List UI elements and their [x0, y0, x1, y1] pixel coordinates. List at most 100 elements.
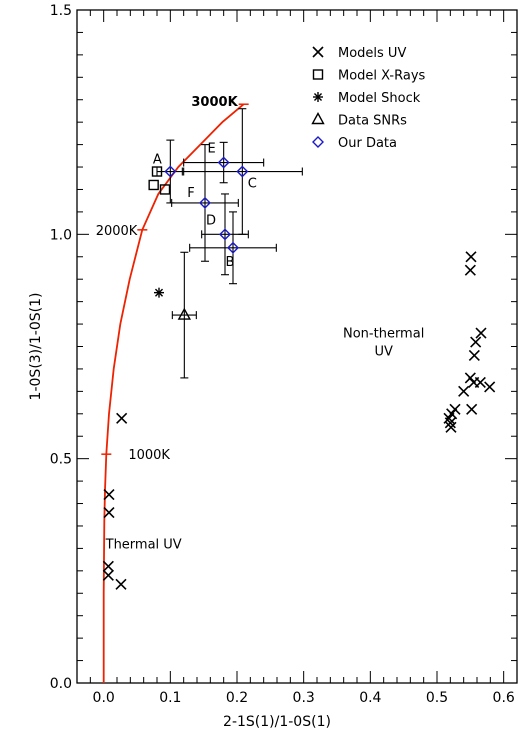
data-series: A E C FD B: [102, 108, 496, 590]
x-marker: [475, 327, 487, 339]
series-our-data: A E C FD B: [153, 108, 303, 285]
series-models-uv: [102, 251, 496, 590]
x-stroke: [470, 336, 482, 348]
triangle-marker: [311, 112, 325, 125]
point-label: E: [208, 142, 216, 157]
x-marker: [115, 578, 127, 590]
temperature-label: 1000K: [128, 448, 170, 463]
diamond-marker: [164, 165, 177, 178]
square-marker: [312, 69, 324, 80]
asterisk-marker: [313, 92, 323, 102]
x-marker: [312, 46, 324, 58]
x-stroke: [445, 421, 457, 433]
thermal-curve-line: [102, 103, 245, 683]
x-marker: [458, 385, 470, 397]
x-tick-label: 0.4: [359, 690, 381, 706]
temperature-label: 3000K: [191, 95, 238, 110]
x-marker: [474, 376, 486, 388]
series-data-snrs: [171, 251, 197, 379]
x-stroke: [458, 385, 470, 397]
x-stroke: [443, 412, 455, 424]
x-stroke: [444, 417, 456, 429]
x-stroke: [474, 376, 486, 388]
temperature-label: 2000K: [96, 224, 138, 239]
x-tick-label: 0.2: [226, 690, 248, 706]
legend-label: Model X-Rays: [338, 69, 426, 84]
thermal-curve: 1000K 2000K 3000K: [96, 95, 249, 683]
point-label: D: [206, 213, 216, 228]
x-marker: [464, 264, 476, 276]
x-stroke: [468, 349, 480, 362]
axes: 0.0 0.1 0.2 0.3 0.4 0.5 0.6 0.0 0.5 1.0 1.5 2-1S(1)…: [28, 3, 518, 730]
legend-label: Model Shock: [338, 91, 421, 106]
x-tick-label: 0.5: [426, 690, 448, 706]
legend-item: Models UV: [312, 46, 406, 61]
annotations: Non-thermal UV Thermal UV: [105, 327, 425, 553]
y-tick-label: 0.5: [50, 452, 72, 468]
y-axis-label: 1-0S(3)/1-0S(1): [28, 293, 44, 401]
square-marker: [159, 184, 171, 195]
diamond-marker: [219, 228, 231, 241]
x-marker: [449, 403, 461, 415]
legend-item: Model Shock: [313, 91, 421, 106]
x-stroke: [465, 251, 477, 263]
legend-item: Our Data: [312, 136, 397, 151]
x-stroke: [449, 403, 461, 415]
x-tick-label: 0.6: [493, 690, 515, 706]
point-label: A: [153, 153, 162, 168]
legend-label: Data SNRs: [338, 114, 407, 129]
legend-item: Data SNRs: [311, 112, 407, 129]
x-marker: [470, 336, 482, 348]
legend-label: Our Data: [338, 136, 397, 151]
point-label: F: [187, 186, 194, 201]
x-tick-label: 0.0: [93, 690, 115, 706]
x-marker: [102, 560, 114, 572]
x-stroke: [475, 327, 487, 339]
series-model-shock: [154, 287, 164, 298]
x-marker: [466, 403, 478, 415]
square-marker: [148, 179, 159, 191]
diamond-marker: [236, 165, 249, 178]
x-marker: [464, 372, 476, 384]
x-stroke: [103, 506, 115, 519]
asterisk-marker: [154, 287, 164, 298]
x-stroke: [102, 569, 114, 581]
x-stroke: [312, 46, 324, 58]
x-stroke: [116, 412, 128, 424]
x-marker: [468, 349, 480, 362]
x-marker: [484, 381, 496, 393]
x-axis-label: 2-1S(1)/1-0S(1): [223, 714, 331, 730]
x-marker: [444, 417, 456, 429]
x-stroke: [484, 381, 496, 393]
diamond-marker: [199, 196, 211, 209]
x-marker: [103, 488, 115, 501]
y-tick-label: 1.0: [50, 227, 72, 243]
chart-annotation: UV: [374, 344, 393, 359]
x-stroke: [102, 560, 114, 572]
x-marker: [465, 251, 477, 263]
diamond-marker: [312, 136, 324, 148]
legend-item: Model X-Rays: [312, 69, 426, 84]
x-stroke: [464, 372, 476, 384]
y-tick-label: 1.5: [50, 3, 72, 19]
legend: Models UV Model X-Rays Model Shock Data SNR…: [311, 46, 426, 151]
chart-annotation: Non-thermal: [343, 327, 424, 342]
x-tick-label: 0.1: [159, 690, 181, 706]
diamond-marker: [227, 241, 239, 254]
x-stroke: [466, 403, 478, 415]
y-tick-label: 0.0: [50, 676, 72, 692]
x-marker: [103, 506, 115, 519]
legend-label: Models UV: [338, 46, 406, 61]
triangle-marker: [177, 307, 192, 320]
chart-annotation: Thermal UV: [105, 537, 182, 552]
x-stroke: [464, 264, 476, 276]
x-stroke: [103, 488, 115, 501]
point-label: B: [226, 255, 235, 270]
x-marker: [116, 412, 128, 424]
plot-frame: [76, 9, 518, 684]
diamond-marker: [217, 156, 230, 169]
point-label: C: [248, 177, 257, 192]
asterisk-stroke: [154, 288, 164, 297]
x-marker: [102, 569, 114, 581]
